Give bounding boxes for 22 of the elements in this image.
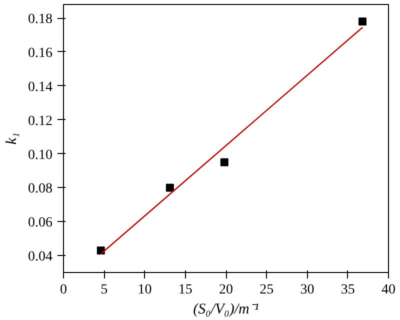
y-tick-label: 0.18 xyxy=(28,12,52,28)
x-tick-label: 5 xyxy=(100,282,108,298)
x-tick-label: 15 xyxy=(178,282,192,298)
x-axis-title: (S₀/V₀)/m⁻¹ xyxy=(193,302,260,318)
x-tick-label: 40 xyxy=(382,282,396,298)
y-axis-title: k₁ xyxy=(4,132,20,144)
x-tick-label: 20 xyxy=(219,282,233,298)
y-tick-label: 0.04 xyxy=(28,250,52,265)
y-tick-label: 0.16 xyxy=(28,46,52,61)
point xyxy=(166,184,174,192)
point xyxy=(220,158,228,166)
y-tick-label: 0.14 xyxy=(28,80,52,95)
y-tick-label: 0.06 xyxy=(28,216,52,231)
x-tick-label: 30 xyxy=(300,282,314,298)
y-tick-label: 0.08 xyxy=(28,182,52,197)
y-tick-label: 0.12 xyxy=(28,114,52,129)
x-tick-label: 25 xyxy=(260,282,274,298)
x-tick-label: 10 xyxy=(138,282,152,298)
x-tick-label: 35 xyxy=(340,282,355,298)
y-tick-label: 0.10 xyxy=(28,148,52,163)
x-tick-label: 0 xyxy=(60,282,67,298)
point xyxy=(358,17,366,26)
